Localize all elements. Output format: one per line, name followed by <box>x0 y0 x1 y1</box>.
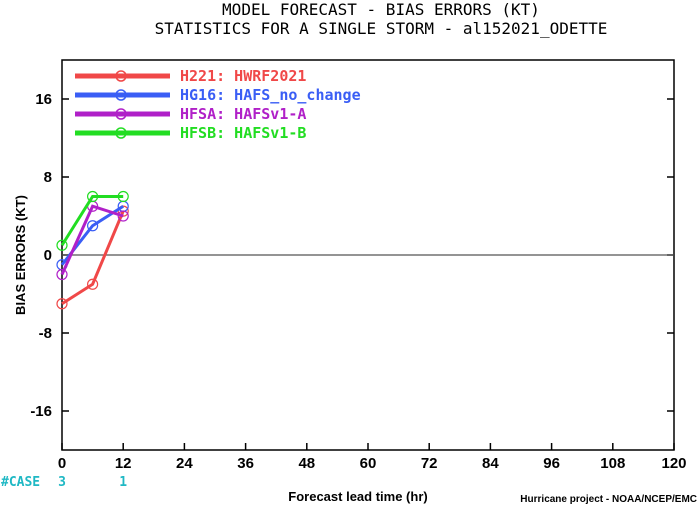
y-tick-label: -16 <box>30 403 52 420</box>
data-point <box>56 298 68 310</box>
y-tick-label: 0 <box>44 247 52 264</box>
legend-marker <box>115 70 127 82</box>
chart-subtitle: STATISTICS FOR A SINGLE STORM - al152021… <box>155 19 608 38</box>
x-tick-label: 96 <box>543 455 560 472</box>
x-tick-label: 24 <box>176 455 193 472</box>
series-2 <box>56 200 129 281</box>
x-axis-label: Forecast lead time (hr) <box>288 489 427 504</box>
legend-label: HFSA: HAFSv1-A <box>180 105 306 123</box>
case-count: 3 <box>58 475 66 490</box>
series-line <box>61 210 125 306</box>
data-point <box>117 210 129 222</box>
x-tick-label: 0 <box>58 455 66 472</box>
credit-text: Hurricane project - NOAA/NCEP/EMC <box>520 494 697 505</box>
y-tick-label: -8 <box>39 325 52 342</box>
series-3 <box>56 190 129 251</box>
y-tick-label: 16 <box>35 91 52 108</box>
x-tick-label: 36 <box>237 455 254 472</box>
x-tick-label: 60 <box>360 455 377 472</box>
data-point <box>86 278 99 290</box>
x-tick-label: 84 <box>482 455 499 472</box>
x-tick-label: 120 <box>661 455 686 472</box>
x-tick-label: 12 <box>115 455 132 472</box>
series-layer <box>56 190 129 310</box>
data-point <box>117 190 129 203</box>
legend-label: HG16: HAFS_no_change <box>180 86 361 104</box>
legend-marker <box>115 108 127 120</box>
axis-ticks: 0 12 24 36 48 60 72 84 96 108 120 -16 -8 0 8 16 <box>30 91 686 472</box>
series-line <box>60 204 124 276</box>
data-point <box>56 268 68 281</box>
y-tick-label: 8 <box>44 169 52 186</box>
data-point <box>86 190 99 203</box>
legend-label: HFSB: HAFSv1-B <box>180 124 306 142</box>
series-line <box>60 195 124 247</box>
case-label: #CASE <box>1 475 40 490</box>
x-tick-label: 108 <box>600 455 625 472</box>
legend-label: H221: HWRF2021 <box>180 67 306 85</box>
case-count: 1 <box>119 475 127 490</box>
data-point <box>86 220 99 232</box>
chart-title: MODEL FORECAST - BIAS ERRORS (KT) <box>222 0 540 19</box>
x-tick-label: 48 <box>298 455 315 472</box>
legend-marker <box>115 127 127 139</box>
y-axis-label: BIAS ERRORS (KT) <box>13 195 28 315</box>
legend-marker <box>115 89 127 101</box>
data-point <box>56 239 68 251</box>
x-tick-label: 72 <box>421 455 438 472</box>
